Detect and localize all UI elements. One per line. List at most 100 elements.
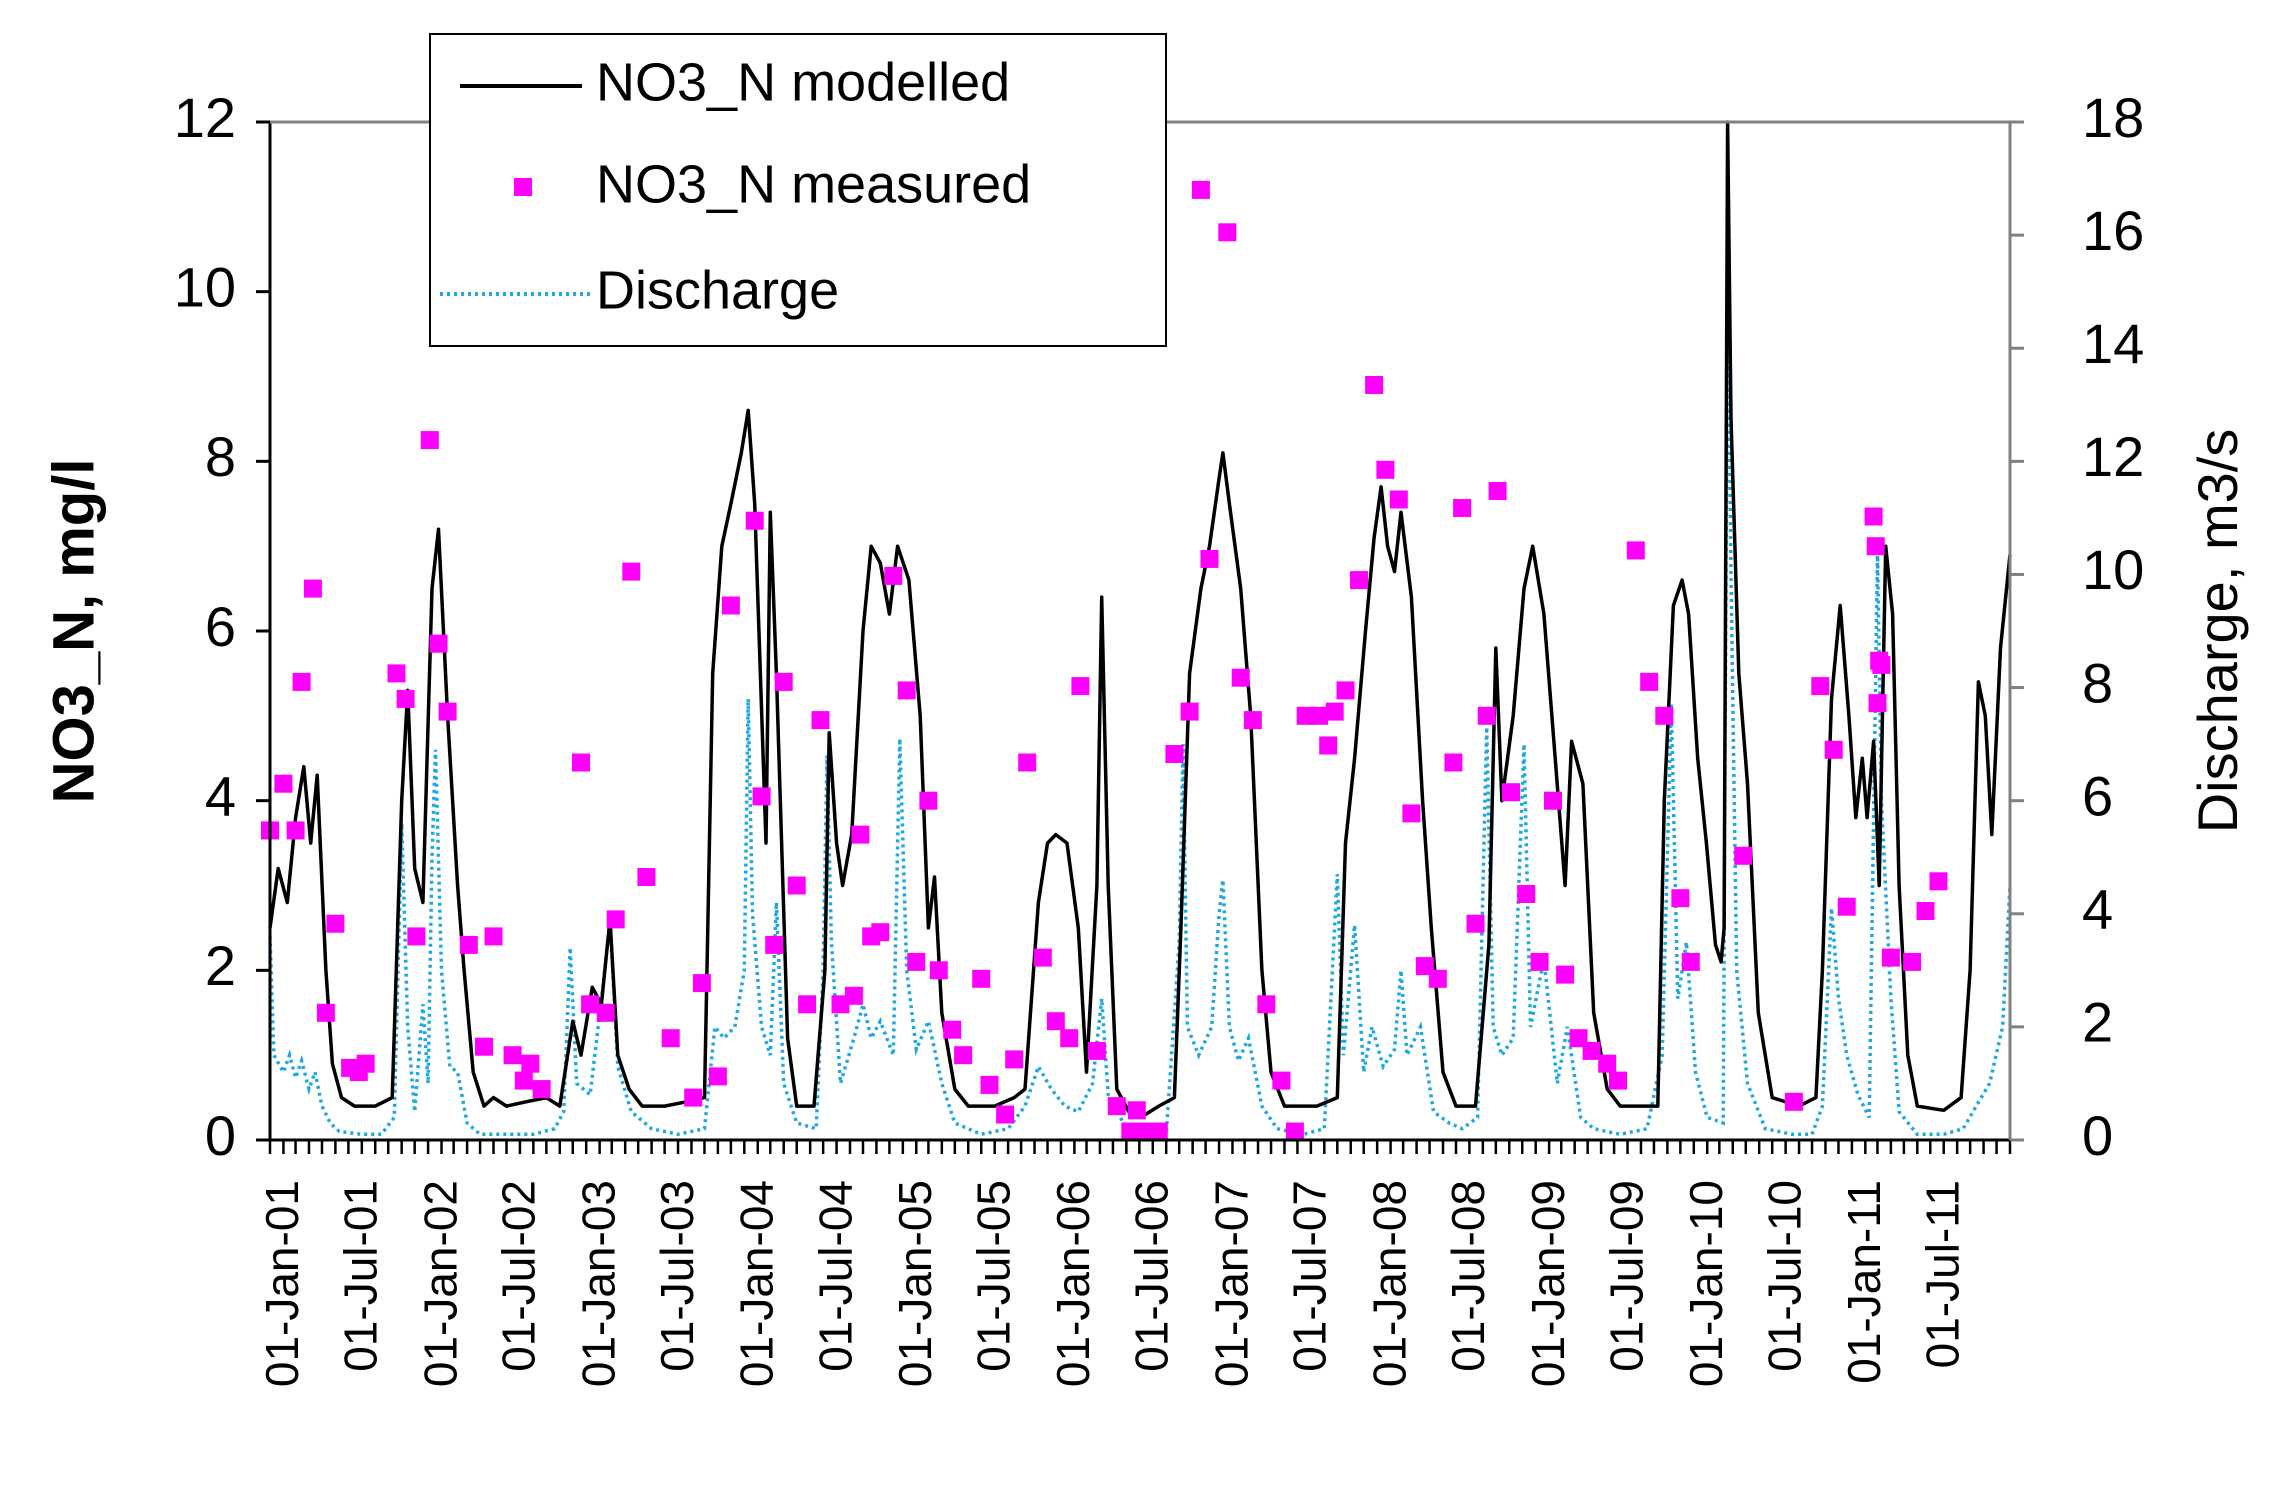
measured-point [503, 1046, 522, 1065]
measured-point [459, 935, 478, 954]
y-left-axis-title: NO3_N, mg/l [41, 459, 106, 804]
measured-point [1866, 537, 1885, 556]
y-left-ticks: 0 2 4 6 8 10 12 [174, 86, 270, 1167]
measured-point [1544, 791, 1562, 810]
y-right-tick-label: 12 [2082, 425, 2144, 488]
measured-point [1033, 948, 1052, 967]
measured-point [292, 672, 311, 691]
measured-point [356, 1054, 375, 1073]
measured-point [1864, 507, 1883, 526]
measured-point [316, 1003, 335, 1022]
y-left-tick-label: 0 [205, 1104, 236, 1167]
measured-point [1310, 706, 1329, 725]
measured-point [798, 995, 817, 1014]
measured-point [1107, 1097, 1126, 1116]
measured-point [765, 935, 784, 954]
measured-point [1149, 1122, 1168, 1141]
measured-point [1444, 753, 1463, 772]
measured-point [1556, 965, 1575, 984]
measured-point [1671, 889, 1690, 908]
y-left-tick-label: 6 [205, 595, 236, 658]
x-tick-label: 01-Jul-08 [1442, 1180, 1494, 1372]
legend-swatch-measured [514, 178, 532, 196]
measured-point [1127, 1101, 1146, 1120]
measured-point [752, 787, 771, 806]
measured-point [1200, 549, 1219, 568]
measured-point [1530, 952, 1549, 971]
y-right-tick-label: 6 [2082, 764, 2113, 827]
measured-point [684, 1088, 703, 1107]
measured-point [1319, 736, 1338, 755]
measured-point [907, 952, 926, 971]
measured-point [692, 974, 711, 993]
measured-point [1517, 885, 1536, 903]
y-right-tick-label: 10 [2082, 538, 2144, 601]
measured-point [1243, 711, 1262, 730]
measured-point [1285, 1122, 1304, 1141]
x-tick-label: 01-Jan-06 [1047, 1180, 1099, 1387]
measured-point [1060, 1029, 1079, 1048]
measured-point [1477, 706, 1496, 725]
x-tick-label: 01-Jan-10 [1680, 1180, 1732, 1387]
measured-point [1376, 460, 1395, 479]
x-tick-label: 01-Jan-03 [572, 1180, 624, 1387]
measured-point [851, 825, 870, 844]
y-right-axis-title: Discharge, m3/s [2186, 429, 2249, 834]
measured-point [532, 1080, 551, 1099]
measured-point [1071, 677, 1090, 696]
x-tick-label: 01-Jan-08 [1363, 1180, 1415, 1387]
y-left-tick-label: 12 [174, 86, 236, 149]
measured-point [996, 1105, 1015, 1124]
measured-point [1218, 223, 1237, 242]
measured-point [1488, 482, 1507, 500]
y-right-tick-label: 18 [2082, 86, 2144, 149]
measured-point [884, 566, 903, 585]
measured-point [943, 1020, 962, 1039]
x-tick-label: 01-Jul-04 [809, 1180, 861, 1372]
x-tick-label: 01-Jul-01 [335, 1180, 387, 1372]
x-tick-label: 01-Jul-10 [1758, 1180, 1810, 1372]
measured-point [721, 596, 740, 615]
measured-point [581, 995, 600, 1014]
measured-point [521, 1054, 540, 1073]
legend-label-measured: NO3_N measured [596, 154, 1031, 214]
x-tick-label: 01-Jul-06 [1126, 1180, 1178, 1372]
measured-point [871, 923, 890, 942]
measured-point [606, 910, 625, 929]
y-left-tick-label: 8 [205, 425, 236, 488]
measured-point [1734, 846, 1753, 865]
measured-point [484, 927, 503, 946]
measured-point [1466, 914, 1485, 933]
measured-point [1609, 1071, 1627, 1090]
measured-point [1640, 672, 1659, 691]
measured-point [326, 914, 345, 933]
x-tick-label: 01-Jan-05 [889, 1180, 941, 1387]
measured-point [1598, 1054, 1617, 1073]
measured-point [475, 1037, 493, 1056]
y-right-tick-label: 0 [2082, 1104, 2113, 1167]
x-tick-label: 01-Jan-01 [256, 1180, 308, 1387]
measured-point [811, 711, 830, 730]
y-right-tick-label: 8 [2082, 651, 2113, 714]
measured-point [929, 961, 948, 980]
x-axis-ticks: 01-Jan-01 01-Jul-01 01-Jan-02 01-Jul-02 01-J… [256, 1140, 2012, 1387]
measured-point [1272, 1071, 1291, 1090]
measured-point [1087, 1041, 1106, 1060]
measured-point [661, 1029, 680, 1048]
measured-point [1453, 499, 1472, 517]
measured-point [1626, 541, 1645, 560]
measured-series [261, 180, 1948, 1141]
y-right-tick-label: 16 [2082, 199, 2144, 262]
measured-point [844, 986, 863, 1005]
measured-point [1655, 706, 1674, 725]
measured-point [274, 774, 293, 793]
measured-point [1784, 1092, 1803, 1111]
x-tick-label: 01-Jan-11 [1838, 1180, 1890, 1384]
measured-point [1046, 1012, 1065, 1031]
measured-point [708, 1067, 727, 1086]
y-left-tick-label: 10 [174, 255, 236, 318]
measured-point [972, 969, 991, 988]
measured-point [1402, 804, 1421, 823]
x-tick-label: 01-Jul-07 [1284, 1180, 1336, 1372]
measured-point [1502, 783, 1520, 802]
